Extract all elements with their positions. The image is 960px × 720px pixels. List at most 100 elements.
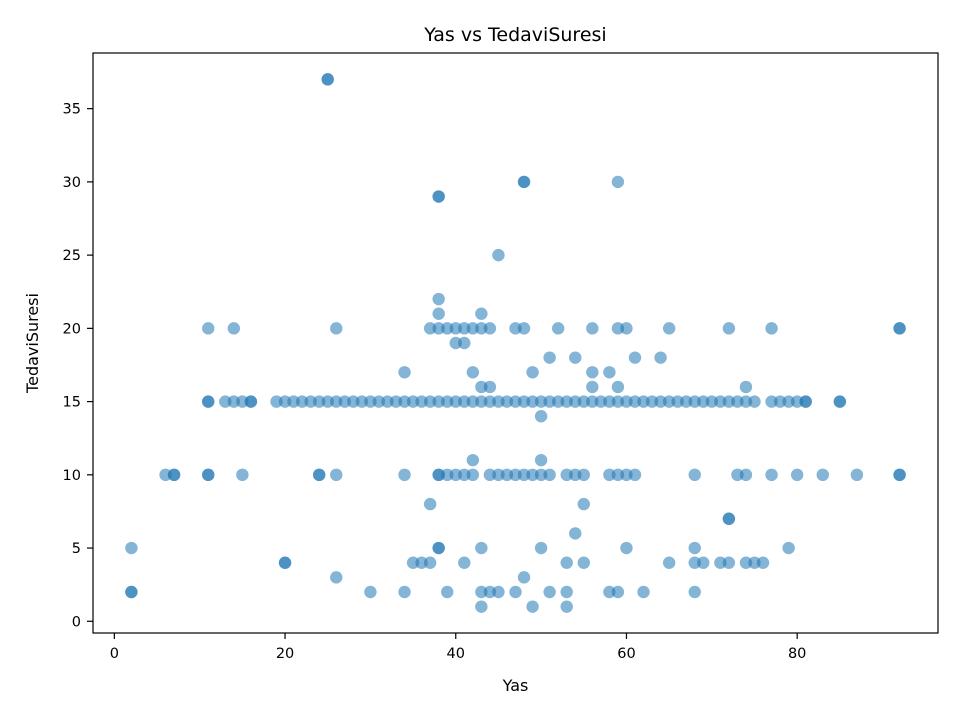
data-point: [731, 468, 744, 482]
data-point: [449, 336, 462, 350]
data-point: [534, 468, 548, 482]
data-point: [219, 395, 232, 408]
data-point: [330, 395, 343, 408]
data-point: [432, 395, 445, 408]
data-point: [697, 556, 710, 569]
x-axis-label: Yas: [502, 676, 529, 695]
data-point: [697, 395, 710, 408]
data-point: [475, 380, 488, 394]
data-point: [432, 322, 445, 335]
data-point: [364, 585, 377, 599]
y-axis: 0 5 10 15 20 25 30 35: [63, 102, 93, 630]
data-point: [483, 380, 497, 394]
data-point: [722, 556, 736, 569]
data-point: [278, 556, 292, 569]
data-point: [739, 468, 753, 482]
data-point: [765, 468, 778, 482]
data-point: [330, 571, 343, 584]
data-point: [688, 585, 701, 599]
data-point: [483, 322, 497, 335]
data-point: [466, 468, 480, 482]
data-point: [850, 468, 864, 482]
data-point: [475, 541, 488, 555]
data-point: [295, 395, 309, 408]
data-point: [680, 395, 693, 408]
data-point: [125, 541, 138, 555]
data-point: [637, 395, 650, 408]
data-point: [202, 322, 215, 335]
data-point: [620, 541, 633, 555]
data-point: [432, 307, 445, 320]
data-point: [739, 380, 753, 394]
data-point: [441, 585, 454, 599]
data-point: [654, 395, 667, 408]
y-tick-label: 10: [63, 468, 81, 484]
data-point: [458, 556, 471, 569]
data-point: [654, 351, 667, 364]
data-point: [458, 322, 471, 335]
data-point: [773, 395, 787, 408]
data-point: [748, 556, 761, 569]
data-point: [475, 395, 488, 408]
data-point: [586, 395, 599, 408]
data-point: [560, 600, 573, 613]
data-point: [278, 395, 292, 408]
data-point: [748, 395, 761, 408]
x-tick-label: 80: [788, 646, 806, 662]
data-point: [611, 468, 625, 482]
data-point: [577, 395, 590, 408]
data-point: [492, 248, 505, 262]
data-point: [483, 395, 497, 408]
data-point: [782, 395, 795, 408]
data-point: [423, 556, 437, 569]
data-point: [458, 395, 471, 408]
data-point: [423, 497, 437, 511]
data-point: [475, 585, 488, 599]
data-point: [517, 571, 531, 584]
data-point: [312, 395, 326, 408]
x-tick-label: 20: [276, 646, 294, 662]
data-point: [509, 322, 522, 335]
data-point: [688, 541, 701, 555]
data-point: [244, 395, 258, 408]
data-point: [381, 395, 394, 408]
data-point: [893, 468, 906, 482]
points-layer: [125, 73, 906, 613]
data-point: [202, 468, 215, 482]
data-point: [569, 351, 582, 364]
data-point: [577, 556, 590, 569]
data-point: [466, 395, 480, 408]
y-tick-label: 0: [72, 614, 81, 630]
data-point: [560, 468, 573, 482]
data-point: [432, 468, 445, 482]
data-point: [543, 585, 556, 599]
data-point: [611, 175, 625, 189]
data-point: [304, 395, 317, 408]
data-point: [603, 395, 616, 408]
data-point: [671, 395, 684, 408]
data-point: [458, 336, 471, 350]
data-point: [526, 395, 539, 408]
x-axis: 0 20 40 60 80: [110, 633, 806, 662]
data-point: [816, 468, 829, 482]
data-point: [714, 395, 727, 408]
data-point: [449, 395, 462, 408]
data-point: [577, 468, 590, 482]
data-point: [611, 322, 625, 335]
data-point: [330, 468, 343, 482]
data-point: [500, 395, 514, 408]
data-point: [756, 556, 770, 569]
data-point: [662, 322, 676, 335]
data-point: [569, 527, 582, 540]
data-point: [569, 468, 582, 482]
data-point: [330, 322, 343, 335]
data-point: [628, 351, 642, 364]
data-point: [159, 468, 172, 482]
data-point: [167, 468, 181, 482]
data-point: [398, 585, 411, 599]
data-point: [628, 468, 642, 482]
data-point: [517, 395, 531, 408]
data-point: [765, 322, 778, 335]
data-point: [551, 322, 565, 335]
data-point: [534, 410, 548, 423]
